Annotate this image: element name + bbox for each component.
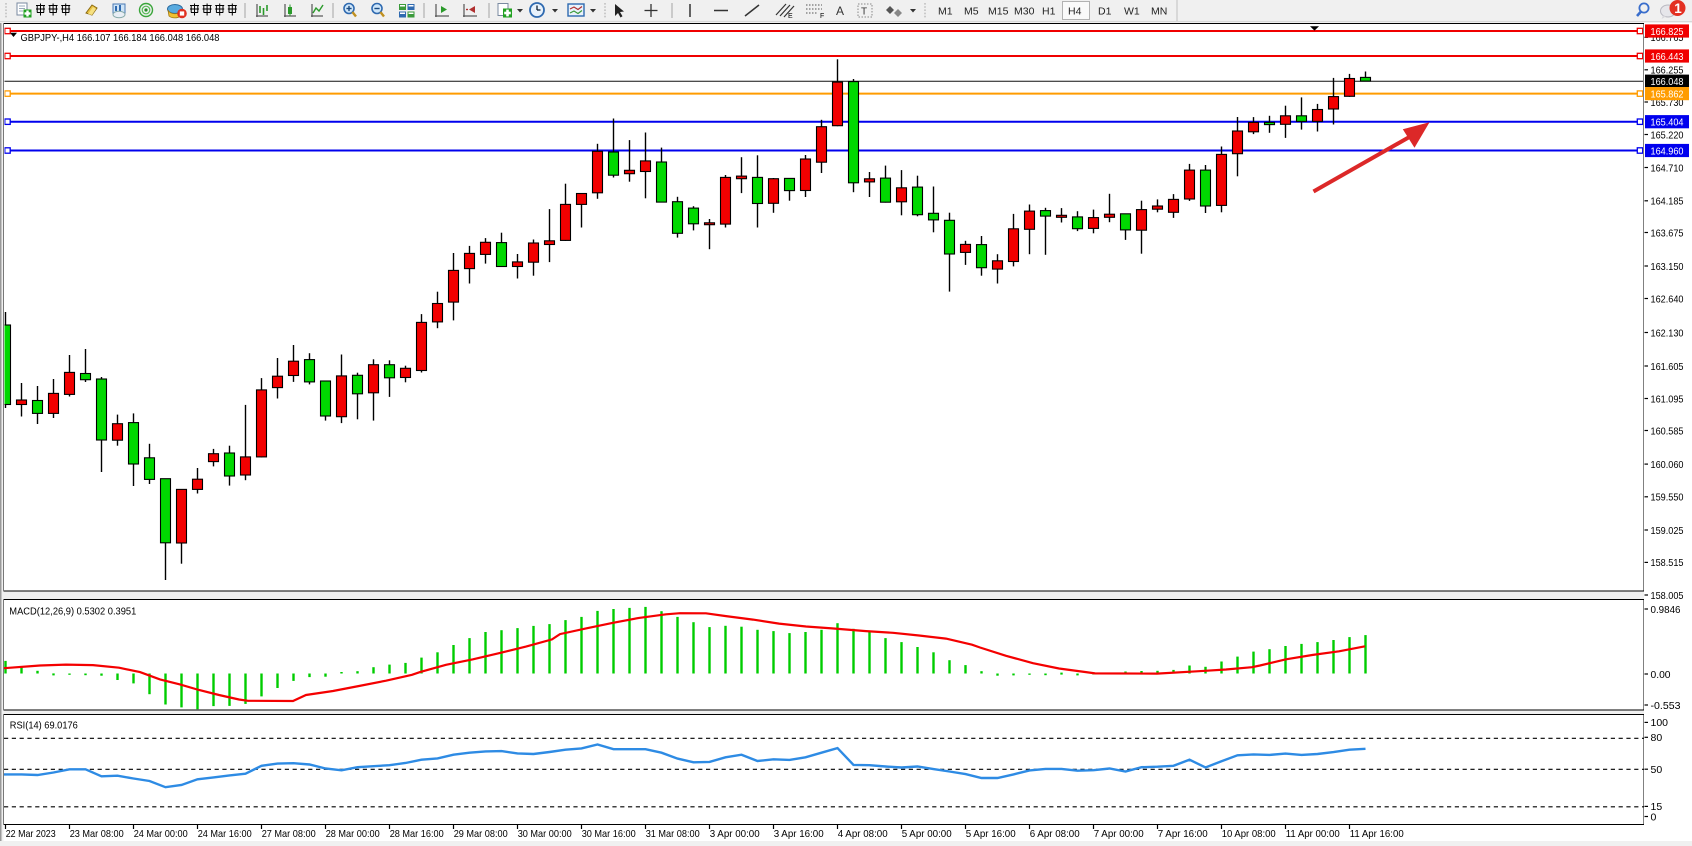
svg-text:22 Mar 2023: 22 Mar 2023 — [6, 828, 56, 840]
svg-text:5 Apr 16:00: 5 Apr 16:00 — [966, 828, 1016, 840]
svg-text:164.960: 164.960 — [1651, 146, 1684, 158]
svg-text:1: 1 — [1674, 1, 1682, 16]
svg-text:10 Apr 08:00: 10 Apr 08:00 — [1222, 828, 1276, 840]
svg-text:163.675: 163.675 — [1651, 227, 1684, 239]
svg-text:163.150: 163.150 — [1651, 261, 1684, 273]
svg-text:29 Mar 08:00: 29 Mar 08:00 — [454, 828, 508, 840]
svg-text:165.220: 165.220 — [1651, 129, 1684, 141]
svg-text:24 Mar 00:00: 24 Mar 00:00 — [134, 828, 188, 840]
svg-text:159.025: 159.025 — [1651, 525, 1684, 537]
svg-text:5 Apr 00:00: 5 Apr 00:00 — [902, 828, 952, 840]
svg-text:31 Mar 08:00: 31 Mar 08:00 — [646, 828, 700, 840]
svg-text:H1: H1 — [1042, 5, 1056, 17]
svg-text:28 Mar 00:00: 28 Mar 00:00 — [326, 828, 380, 840]
svg-text:7 Apr 16:00: 7 Apr 16:00 — [1158, 828, 1208, 840]
svg-text:100: 100 — [1651, 717, 1669, 729]
svg-text:164.185: 164.185 — [1651, 196, 1684, 208]
svg-text:A: A — [836, 4, 844, 18]
svg-text:158.005: 158.005 — [1651, 590, 1684, 602]
svg-text:50: 50 — [1651, 764, 1663, 776]
svg-text:162.130: 162.130 — [1651, 327, 1684, 339]
svg-text:M30: M30 — [1014, 5, 1035, 17]
svg-text:T: T — [861, 7, 867, 18]
svg-text:MN: MN — [1151, 5, 1167, 17]
svg-text:161.605: 161.605 — [1651, 361, 1684, 373]
svg-text:158.515: 158.515 — [1651, 557, 1684, 569]
svg-text:M15: M15 — [988, 5, 1009, 17]
svg-text:24 Mar 16:00: 24 Mar 16:00 — [198, 828, 252, 840]
svg-text:160.585: 160.585 — [1651, 425, 1684, 437]
svg-text:80: 80 — [1651, 732, 1663, 744]
svg-text:30 Mar 00:00: 30 Mar 00:00 — [518, 828, 572, 840]
svg-text:4 Apr 08:00: 4 Apr 08:00 — [838, 828, 888, 840]
svg-text:MACD(12,26,9) 0.5302 0.3951: MACD(12,26,9) 0.5302 0.3951 — [9, 605, 136, 617]
svg-text:159.550: 159.550 — [1651, 492, 1684, 504]
svg-text:0.9846: 0.9846 — [1651, 604, 1681, 616]
svg-text:166.443: 166.443 — [1651, 51, 1684, 63]
svg-text:M5: M5 — [964, 5, 979, 17]
svg-text:30 Mar 16:00: 30 Mar 16:00 — [582, 828, 636, 840]
svg-text:H4: H4 — [1068, 5, 1082, 17]
svg-text:166.048: 166.048 — [1651, 76, 1684, 88]
svg-text:28 Mar 16:00: 28 Mar 16:00 — [390, 828, 444, 840]
svg-text:165.404: 165.404 — [1651, 117, 1684, 129]
svg-text:164.710: 164.710 — [1651, 162, 1684, 174]
svg-text:7 Apr 00:00: 7 Apr 00:00 — [1094, 828, 1144, 840]
svg-text:D1: D1 — [1098, 5, 1112, 17]
svg-text:W1: W1 — [1124, 5, 1140, 17]
svg-text:GBPJPY-,H4 166.107 166.184 16: GBPJPY-,H4 166.107 166.184 166.048 166.0… — [21, 32, 220, 44]
svg-text:RSI(14) 69.0176: RSI(14) 69.0176 — [10, 720, 78, 732]
svg-text:11 Apr 00:00: 11 Apr 00:00 — [1286, 828, 1340, 840]
svg-text:27 Mar 08:00: 27 Mar 08:00 — [262, 828, 316, 840]
svg-text:162.640: 162.640 — [1651, 293, 1684, 305]
svg-text:161.095: 161.095 — [1651, 393, 1684, 405]
svg-text:166.825: 166.825 — [1651, 26, 1684, 38]
svg-text:0: 0 — [1651, 811, 1657, 823]
svg-text:3 Apr 16:00: 3 Apr 16:00 — [774, 828, 824, 840]
svg-text:M1: M1 — [938, 5, 953, 17]
svg-text:3 Apr 00:00: 3 Apr 00:00 — [710, 828, 760, 840]
svg-text:165.862: 165.862 — [1651, 89, 1684, 101]
svg-text:11 Apr 16:00: 11 Apr 16:00 — [1350, 828, 1404, 840]
svg-text:15: 15 — [1651, 801, 1663, 813]
svg-text:160.060: 160.060 — [1651, 459, 1684, 471]
svg-text:6 Apr 08:00: 6 Apr 08:00 — [1030, 828, 1080, 840]
svg-text:0.00: 0.00 — [1651, 669, 1671, 681]
svg-text:F: F — [820, 13, 824, 20]
svg-text:23 Mar 08:00: 23 Mar 08:00 — [70, 828, 124, 840]
svg-text:-0.553: -0.553 — [1651, 700, 1681, 712]
svg-text:E: E — [788, 13, 793, 20]
svg-text:166.255: 166.255 — [1651, 65, 1684, 77]
